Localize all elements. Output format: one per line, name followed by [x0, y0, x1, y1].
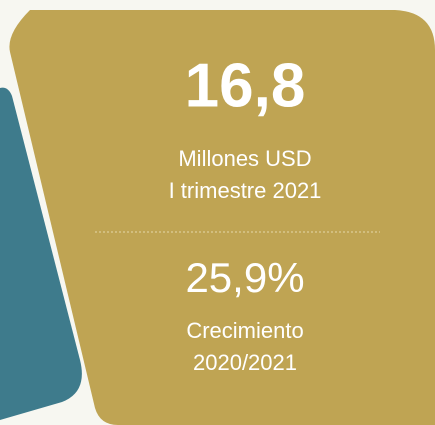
main-caption: I trimestre 2021: [169, 178, 322, 203]
second-figure: 25,9%: [185, 254, 304, 301]
second-caption: Crecimiento: [186, 318, 303, 343]
second-caption: 2020/2021: [193, 350, 297, 375]
main-caption: Millones USD: [178, 146, 311, 171]
teal-shape: [0, 87, 82, 421]
main-figure: 16,8: [185, 51, 306, 120]
gold-shape: [9, 10, 435, 425]
